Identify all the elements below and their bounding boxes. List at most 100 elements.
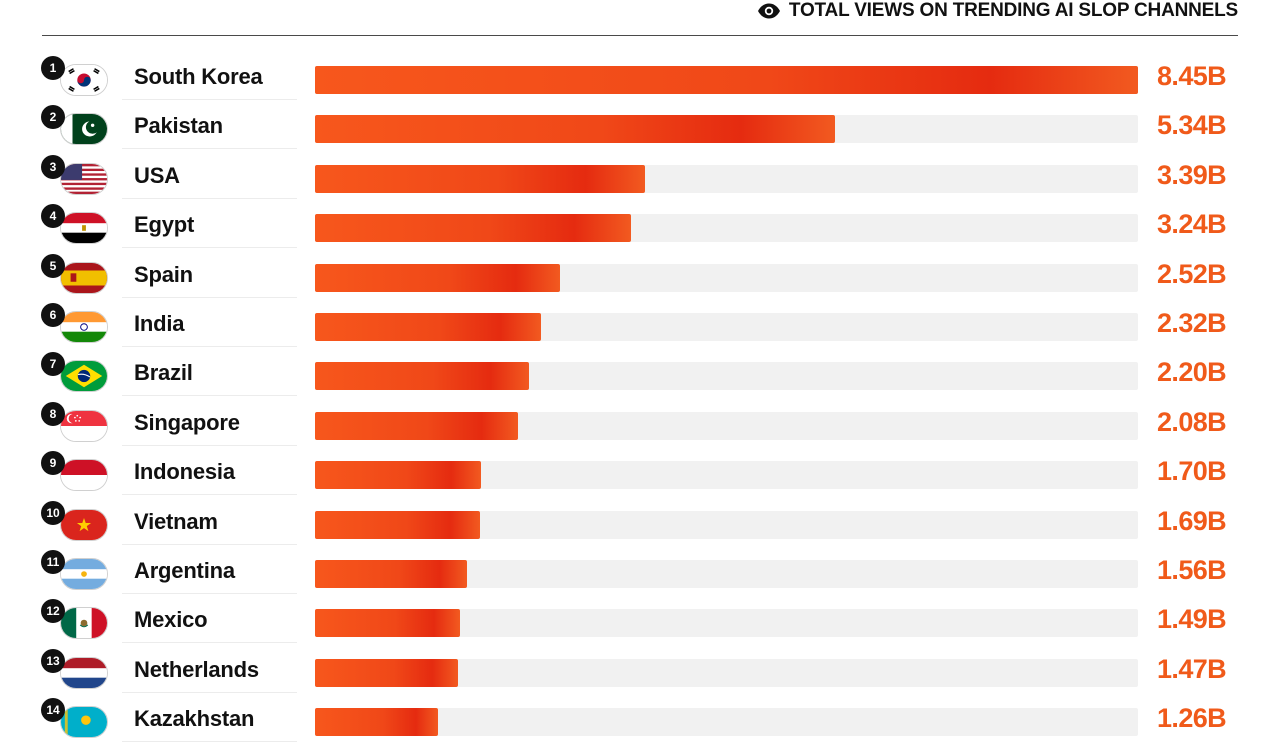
row-divider: [122, 593, 297, 594]
rank-badge: 13: [41, 648, 65, 673]
value-label: 2.52B: [1157, 258, 1227, 289]
row-divider: [122, 197, 297, 199]
bar: [315, 560, 467, 588]
row-divider: [122, 543, 297, 545]
bar: [315, 263, 560, 292]
bar: [315, 658, 458, 687]
value-label: 1.49B: [1157, 604, 1227, 635]
bar: [315, 66, 1138, 94]
bar: [315, 708, 438, 737]
rank-badge: 3: [41, 154, 65, 179]
flag-spain-icon: [60, 261, 108, 294]
rank-badge: 11: [41, 550, 65, 574]
value-label: 3.39B: [1157, 159, 1227, 190]
country-label: Kazakhstan: [134, 706, 255, 732]
bar: [315, 411, 518, 440]
flag-usa-icon: [60, 162, 108, 195]
flag-singapore-icon: [60, 409, 108, 442]
rank-badge: 4: [41, 204, 65, 229]
flag-kazakhstan-icon: [60, 706, 108, 739]
country-label: USA: [134, 162, 180, 188]
header-divider: [42, 35, 1238, 36]
bar: [315, 313, 541, 341]
bar: [315, 461, 481, 490]
rank-badge: 14: [41, 698, 65, 723]
value-label: 8.45B: [1157, 61, 1227, 91]
value-label: 1.56B: [1157, 555, 1227, 585]
chart-row: 2 Pakistan 5.34B: [0, 105, 1280, 154]
country-label: Vietnam: [134, 508, 218, 534]
row-divider: [122, 148, 297, 150]
flag-mexico-icon: [60, 607, 108, 640]
row-divider: [122, 395, 297, 397]
country-label: India: [134, 311, 185, 336]
country-label: Spain: [134, 261, 193, 287]
rank-badge: 7: [41, 352, 65, 377]
bar: [315, 609, 460, 638]
value-label: 5.34B: [1157, 110, 1227, 141]
rank-badge: 5: [41, 253, 65, 278]
row-divider: [122, 691, 297, 693]
chart-row: 7 Brazil 2.20B: [0, 352, 1280, 401]
row-divider: [122, 741, 297, 743]
chart-row: 4 Egypt 3.24B: [0, 204, 1280, 253]
country-label: South Korea: [134, 64, 263, 89]
value-label: 1.70B: [1157, 456, 1227, 487]
flag-egypt-icon: [60, 212, 108, 245]
rank-badge: 9: [41, 451, 65, 476]
row-divider: [122, 99, 297, 100]
row-divider: [122, 444, 297, 446]
value-label: 1.47B: [1157, 653, 1227, 684]
country-label: Indonesia: [134, 459, 235, 485]
chart-row: 1 South Korea 8.45B: [0, 56, 1280, 105]
bar: [315, 362, 529, 391]
rank-badge: 10: [41, 500, 65, 525]
chart-row: 9 Indonesia 1.70B: [0, 451, 1280, 500]
flag-argentina-icon: [60, 558, 108, 590]
flag-brazil-icon: [60, 360, 108, 393]
country-label: Netherlands: [134, 656, 259, 682]
row-divider: [122, 642, 297, 644]
bar: [315, 510, 480, 539]
chart-row: 13 Netherlands 1.47B: [0, 648, 1280, 698]
bar-track: [315, 708, 1138, 737]
flag-netherlands-icon: [60, 656, 108, 689]
chart-title: TOTAL VIEWS ON TRENDING AI SLOP CHANNELS: [788, 0, 1238, 21]
row-divider: [122, 296, 297, 298]
bar-chart: 1 South Korea 8.45B 2 Pakistan 5.34B 3 USA 3.39B…: [0, 56, 1280, 743]
flag-south-korea-icon: [60, 64, 108, 96]
eye-icon: [757, 3, 781, 19]
flag-india-icon: [60, 311, 108, 343]
bar: [315, 115, 835, 144]
rank-badge: 8: [41, 401, 65, 426]
flag-pakistan-icon: [60, 113, 108, 146]
row-divider: [122, 247, 297, 249]
chart-row: 3 USA 3.39B: [0, 154, 1280, 204]
country-label: Pakistan: [134, 113, 223, 139]
bar: [315, 214, 631, 243]
chart-row: 10 Vietnam 1.69B: [0, 500, 1280, 550]
country-label: Mexico: [134, 607, 208, 633]
chart-row: 8 Singapore 2.08B: [0, 401, 1280, 451]
chart-header: TOTAL VIEWS ON TRENDING AI SLOP CHANNELS: [757, 0, 1238, 22]
value-label: 2.20B: [1157, 357, 1227, 388]
country-label: Singapore: [134, 409, 240, 435]
chart-row: 6 India 2.32B: [0, 303, 1280, 352]
rank-badge: 6: [41, 303, 65, 327]
country-label: Brazil: [134, 360, 193, 386]
chart-row: 11 Argentina 1.56B: [0, 550, 1280, 599]
rank-badge: 2: [41, 105, 65, 130]
row-divider: [122, 346, 297, 347]
bar: [315, 164, 645, 193]
country-label: Egypt: [134, 212, 195, 238]
flag-vietnam-icon: [60, 508, 108, 541]
chart-row: 12 Mexico 1.49B: [0, 599, 1280, 648]
value-label: 1.69B: [1157, 505, 1227, 536]
rank-badge: 12: [41, 599, 65, 624]
value-label: 1.26B: [1157, 703, 1227, 734]
flag-indonesia-icon: [60, 459, 108, 492]
chart-row: 5 Spain 2.52B: [0, 253, 1280, 303]
value-label: 2.32B: [1157, 308, 1227, 338]
country-label: Argentina: [134, 558, 235, 583]
row-divider: [122, 494, 297, 496]
